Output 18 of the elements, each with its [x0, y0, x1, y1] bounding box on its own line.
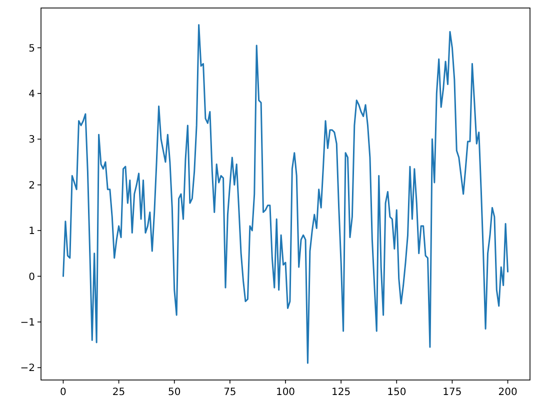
- x-tick-label: 200: [498, 387, 518, 398]
- y-tick-label: 2: [28, 180, 35, 192]
- y-tick-label: 4: [28, 88, 35, 100]
- x-tick-label: 125: [332, 387, 351, 398]
- x-tick-label: 0: [60, 387, 66, 398]
- x-tick-label: 75: [224, 387, 236, 398]
- x-tick-label: 25: [112, 387, 126, 398]
- x-tick-label: 150: [387, 387, 406, 398]
- y-tick-label: −2: [20, 363, 35, 374]
- x-tick-label: 175: [442, 387, 462, 398]
- y-tick-label: −1: [20, 317, 35, 328]
- y-tick-label: 0: [28, 272, 35, 283]
- y-tick-label: 1: [28, 226, 35, 238]
- line-series: [62, 24, 509, 364]
- x-tick-label: 50: [168, 387, 181, 398]
- y-tick-label: 3: [28, 134, 35, 146]
- y-tick-label: 5: [28, 43, 35, 54]
- x-tick-label: 100: [276, 387, 296, 398]
